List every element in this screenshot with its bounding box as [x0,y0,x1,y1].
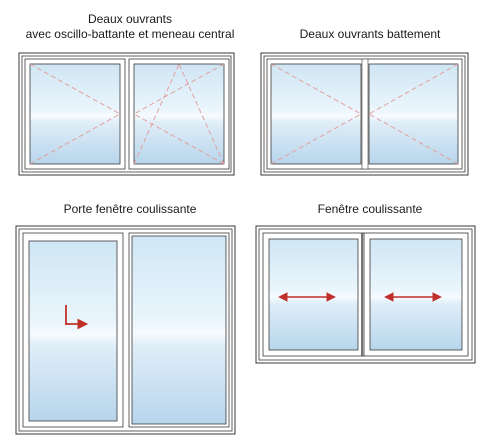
opening-line [368,63,459,115]
caption-two-sashes-tilt-turn: Deaux ouvrants avec oscillo-battante et … [10,12,250,42]
inner-frame [258,228,473,361]
inner-frame [263,55,466,173]
window-sliding-door [15,225,236,435]
opening-line [29,113,121,165]
inner-frame [21,55,232,173]
overlap-strip [361,58,369,170]
left-glass [270,63,362,165]
caption-line: Porte fenêtre coulissante [63,202,197,216]
opening-line [29,63,121,115]
opening-line [368,113,459,165]
window-tilt-turn [18,52,235,176]
right-glass [131,235,227,425]
opening-line [270,63,362,115]
left-glass [29,63,121,165]
window-overlap [260,52,469,176]
inner-frame [18,228,233,432]
caption-line: avec oscillo-battante et meneau central [25,27,235,41]
caption-sliding-window: Fenêtre coulissante [255,202,485,217]
opening-line [133,113,225,165]
opening-line [270,113,362,165]
right-glass [133,63,225,165]
caption-line: Fenêtre coulissante [317,202,423,216]
right-glass [369,238,463,351]
tilt-line [178,63,225,165]
caption-line: Deaux ouvrants battement [299,27,441,41]
window-sliding [255,225,476,364]
caption-sliding-door: Porte fenêtre coulissante [10,202,250,217]
right-glass [368,63,459,165]
left-glass [268,238,359,351]
left-glass [28,240,118,422]
caption-two-sashes-overlap: Deaux ouvrants battement [255,27,485,42]
tilt-line [133,63,180,165]
opening-line [133,63,225,115]
caption-line: Deaux ouvrants [87,12,173,26]
